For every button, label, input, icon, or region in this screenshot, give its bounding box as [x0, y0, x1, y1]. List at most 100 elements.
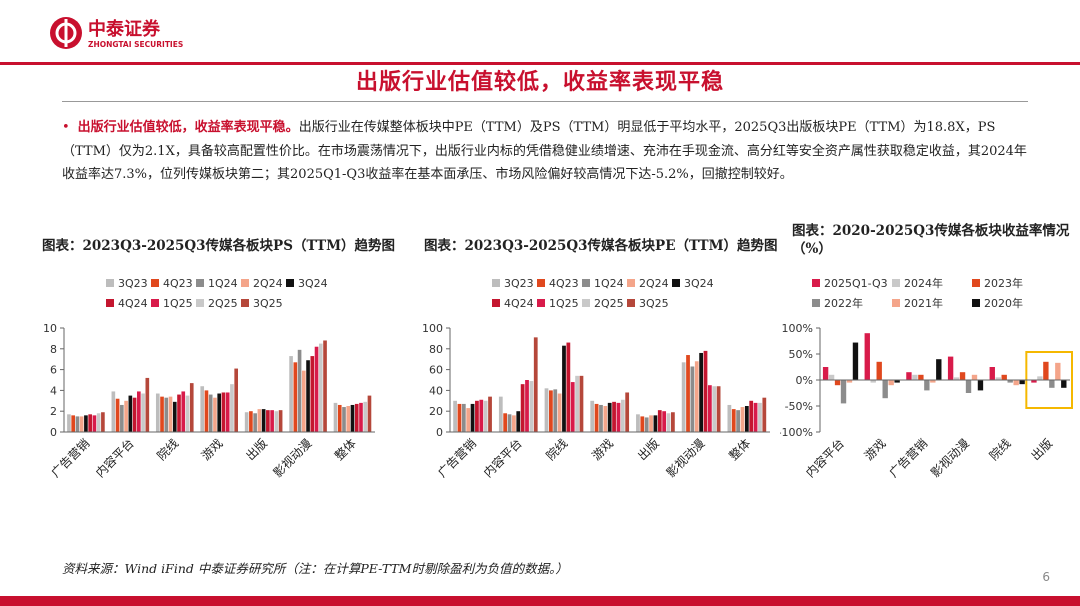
bar — [498, 396, 503, 432]
bar — [244, 412, 249, 432]
legend-swatch — [106, 299, 114, 307]
returns-chart: 2025Q1-Q3 2024年 2023年 2022年 2021年 2020年 -100% -… — [780, 276, 1073, 481]
legend-swatch — [582, 279, 590, 287]
summary-paragraph: • 出版行业估值较低，收益率表现平稳。出版行业在传媒整体板块中PE（TTM）及PS… — [62, 116, 1030, 187]
footer-bar — [0, 596, 1080, 606]
bar — [548, 390, 553, 432]
legend-label: 2022年 — [824, 296, 863, 310]
bar — [1061, 380, 1067, 388]
bar — [75, 416, 80, 432]
bullet-icon: • — [62, 120, 70, 135]
bar — [346, 406, 351, 432]
bar — [749, 400, 754, 432]
bar — [557, 393, 562, 432]
bar — [503, 413, 508, 432]
brand-logo: 中泰证券 ZHONGTAI SECURITIES — [48, 14, 198, 52]
legend-swatch — [286, 279, 294, 287]
bar — [217, 393, 222, 432]
bar — [666, 413, 671, 432]
header-rule — [0, 62, 1080, 65]
legend-label: 4Q23 — [163, 277, 193, 290]
legend-swatch — [627, 279, 635, 287]
bar — [1031, 380, 1037, 383]
legend-label: 2025Q1-Q3 — [824, 277, 888, 290]
bar — [155, 393, 160, 432]
bar — [882, 380, 888, 399]
y-tick-label: 100% — [782, 322, 813, 335]
bar — [92, 415, 97, 432]
legend-label: 3Q24 — [298, 277, 328, 290]
bar — [876, 361, 882, 380]
bar — [1007, 380, 1013, 383]
bar — [204, 390, 209, 432]
x-category-label: 整体 — [726, 436, 754, 464]
bar — [457, 403, 462, 432]
bar — [213, 397, 217, 432]
bar — [314, 346, 319, 432]
x-category-label: 影视动漫 — [663, 436, 708, 481]
summary-body: 出版行业在传媒整体板块中PE（TTM）及PS（TTM）明显低于平均水平，2025… — [62, 120, 1027, 182]
bar — [690, 366, 695, 432]
y-tick-label: 80 — [429, 343, 443, 356]
legend-swatch — [892, 299, 900, 307]
x-category-label: 广告营销 — [435, 436, 479, 480]
bar — [111, 391, 116, 432]
bar — [115, 398, 120, 432]
bar — [906, 372, 912, 380]
legend-swatch — [972, 299, 980, 307]
legend-label: 2024年 — [904, 276, 943, 290]
ret-chart-title: 图表：2020-2025Q3传媒各板块收益率情况（%） — [792, 223, 1070, 257]
bar — [177, 394, 181, 432]
zhongtai-logo-icon: 中泰证券 ZHONGTAI SECURITIES — [50, 17, 183, 49]
bar — [612, 401, 616, 432]
brand-name-cn: 中泰证券 — [88, 18, 161, 40]
bar — [744, 406, 749, 432]
bar — [636, 414, 640, 432]
bar — [200, 386, 205, 432]
bar — [359, 402, 363, 432]
bar — [466, 408, 471, 432]
bar — [128, 395, 133, 432]
x-category-label: 影视动漫 — [270, 436, 315, 481]
bar — [840, 380, 847, 404]
bar — [1049, 380, 1055, 388]
bar — [323, 340, 327, 432]
bar — [762, 397, 767, 432]
legend-swatch — [627, 299, 635, 307]
bar — [553, 389, 558, 432]
bar — [257, 409, 262, 432]
x-category-label: 广告营销 — [886, 436, 930, 480]
bar — [544, 388, 549, 432]
bar — [141, 393, 145, 432]
legend-label: 1Q24 — [594, 277, 624, 290]
legend-label: 3Q25 — [253, 297, 283, 310]
legend-swatch — [972, 279, 980, 287]
x-category-label: 内容平台 — [92, 436, 137, 481]
x-category-label: 出版 — [1028, 436, 1055, 463]
y-tick-label: 0 — [50, 426, 57, 439]
ps-chart: 3Q23 4Q23 1Q24 2Q24 3Q24 4Q24 1Q25 2Q25 3Q25 0 2 4 6… — [43, 277, 375, 481]
bar — [965, 380, 972, 393]
bar — [1043, 361, 1049, 380]
bar — [740, 407, 745, 432]
legend-swatch — [241, 299, 249, 307]
y-tick-label: -50% — [785, 400, 813, 413]
legend-swatch — [537, 299, 545, 307]
ps-chart-title: 图表：2023Q3-2025Q3传媒各板块PS（TTM）趋势图 — [42, 238, 396, 254]
bar — [350, 404, 355, 432]
x-category-label: 影视动漫 — [927, 436, 972, 481]
bar — [132, 397, 137, 432]
legend-label: 3Q25 — [639, 297, 669, 310]
bar — [657, 410, 662, 432]
y-tick-label: 0% — [796, 374, 813, 387]
bar — [488, 396, 492, 432]
y-tick-label: 50% — [789, 348, 813, 361]
y-tick-label: 0 — [436, 426, 443, 439]
bar — [475, 400, 479, 432]
bar — [367, 395, 372, 432]
bar — [736, 410, 740, 432]
legend-swatch — [812, 299, 820, 307]
legend-label: 2021年 — [904, 296, 943, 310]
y-tick-label: 20 — [429, 405, 443, 418]
legend-label: 1Q25 — [163, 297, 193, 310]
